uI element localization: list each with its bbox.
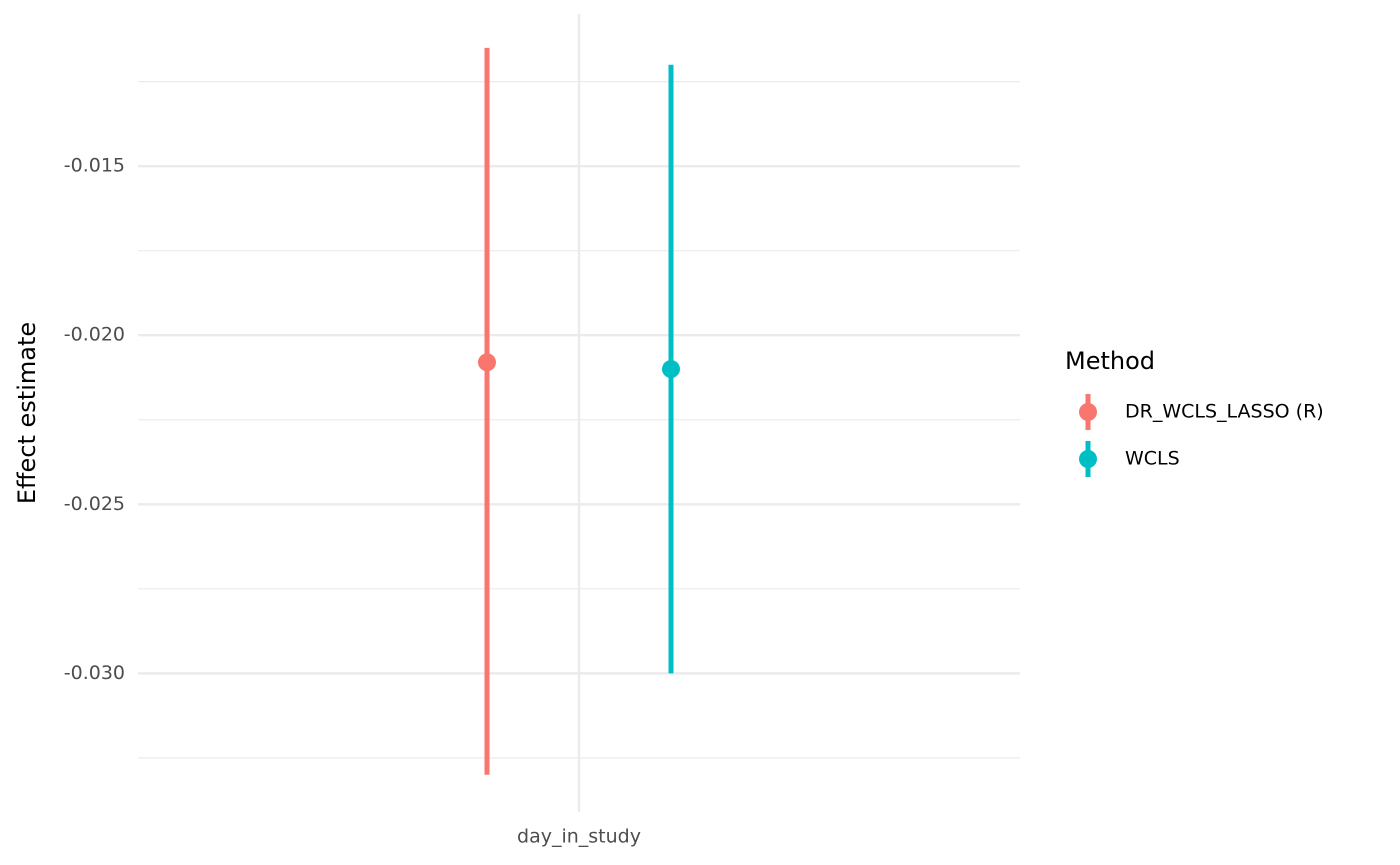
legend-label: DR_WCLS_LASSO (R): [1125, 401, 1324, 423]
legend-title: Method: [1065, 347, 1155, 375]
y-tick-label: -0.025: [64, 493, 125, 515]
y-tick-label: -0.030: [64, 662, 125, 684]
y-axis-label: Effect estimate: [13, 322, 41, 504]
x-tick-label: day_in_study: [517, 826, 641, 848]
point: [662, 360, 680, 379]
point: [478, 353, 496, 372]
legend-key-point: [1079, 450, 1097, 468]
y-tick-label: -0.015: [64, 155, 125, 177]
y-tick-label: -0.020: [64, 324, 125, 346]
legend-label: WCLS: [1125, 448, 1180, 470]
legend-key-point: [1079, 403, 1097, 421]
